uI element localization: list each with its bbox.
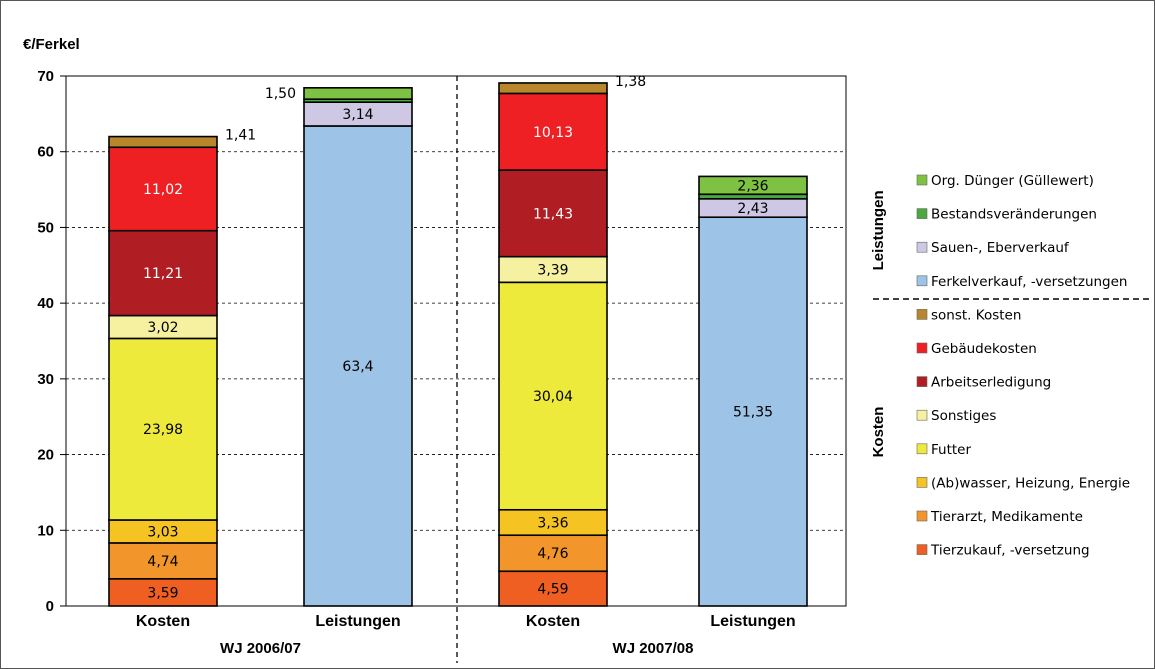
bar-segment xyxy=(303,125,413,607)
data-label: 1,50 xyxy=(265,86,296,102)
bar-segment xyxy=(498,169,608,258)
bar-segment xyxy=(108,337,218,521)
data-label: 30,04 xyxy=(533,389,573,405)
data-label: 4,59 xyxy=(537,582,568,598)
y-tick-label: 10 xyxy=(37,522,54,539)
x-category-label: Kosten xyxy=(136,613,190,630)
bar-segment xyxy=(108,542,218,580)
data-label: 2,36 xyxy=(737,178,768,194)
legend-swatch xyxy=(916,510,928,522)
bar-segment xyxy=(108,229,218,317)
legend-swatch xyxy=(916,443,928,455)
data-label: 3,03 xyxy=(147,524,178,540)
legend-item: Tierzukauf, -versetzung xyxy=(930,543,1090,559)
data-label: 2,43 xyxy=(737,201,768,217)
legend-swatch xyxy=(916,174,928,186)
bar-segment xyxy=(108,135,218,149)
bar-segment xyxy=(303,87,413,100)
bar-segment xyxy=(698,216,808,607)
bar-segment xyxy=(498,570,608,607)
bar-segment xyxy=(108,146,218,232)
y-tick-label: 20 xyxy=(37,447,54,464)
legend-item: Bestandsveränderungen xyxy=(931,207,1097,223)
legend-swatch xyxy=(916,208,928,219)
data-label: 11,02 xyxy=(143,182,183,198)
legend-item: sonst. Kosten xyxy=(931,307,1021,323)
x-category-label: Kosten xyxy=(526,613,580,630)
legend-swatch xyxy=(916,477,928,488)
data-label: 4,74 xyxy=(147,554,178,570)
y-tick-label: 0 xyxy=(46,598,54,615)
legend-item: Arbeitserledigung xyxy=(931,375,1051,391)
y-tick-label: 60 xyxy=(37,144,54,161)
data-label: 11,43 xyxy=(533,206,573,222)
legend-swatch xyxy=(916,275,928,287)
y-axis-title: €/Ferkel xyxy=(23,36,80,53)
legend-item: Sauen-, Eberverkauf xyxy=(931,240,1070,256)
legend-swatch xyxy=(916,309,928,320)
data-label: 3,59 xyxy=(147,585,178,601)
legend-item: Org. Dünger (Güllewert) xyxy=(931,173,1094,189)
y-tick-label: 70 xyxy=(37,68,54,85)
bar-segment xyxy=(498,508,608,537)
data-label: 51,35 xyxy=(733,405,773,421)
y-tick-label: 30 xyxy=(37,371,54,388)
legend-section-title: Leistungen xyxy=(870,190,887,270)
bar-segment xyxy=(498,82,608,95)
legend-swatch xyxy=(916,342,928,354)
bar-segment xyxy=(698,175,808,196)
data-label: 23,98 xyxy=(143,422,183,438)
bar-segment xyxy=(498,255,608,284)
y-tick-label: 40 xyxy=(37,295,54,312)
x-group-label: WJ 2007/08 xyxy=(613,640,694,657)
x-category-label: Leistungen xyxy=(315,613,400,630)
bar-segment xyxy=(498,534,608,573)
data-label: 3,39 xyxy=(537,262,568,278)
x-category-label: Leistungen xyxy=(710,613,795,630)
data-label: 3,02 xyxy=(147,320,178,336)
data-label: 3,14 xyxy=(342,107,373,123)
legend-item: Ferkelverkauf, -versetzungen xyxy=(931,274,1127,290)
bar-segment xyxy=(498,92,608,171)
data-label: 3,36 xyxy=(537,515,568,531)
legend-item: Tierarzt, Medikamente xyxy=(930,509,1083,525)
y-tick-label: 50 xyxy=(37,219,54,236)
legend-section-title: Kosten xyxy=(870,407,887,458)
legend-swatch xyxy=(916,376,928,387)
legend-item: Gebäudekosten xyxy=(931,341,1037,357)
data-label: 1,38 xyxy=(615,74,646,90)
plot-area-border xyxy=(65,75,847,607)
legend-item: Futter xyxy=(931,442,971,458)
data-label: 63,4 xyxy=(342,359,373,375)
legend-swatch xyxy=(916,544,928,555)
data-label: 1,41 xyxy=(225,128,256,144)
bar-segment xyxy=(498,281,608,511)
data-label: 10,13 xyxy=(533,125,573,141)
x-group-label: WJ 2006/07 xyxy=(220,640,301,657)
legend-item: (Ab)wasser, Heizung, Energie xyxy=(931,475,1130,491)
legend-swatch xyxy=(916,409,928,421)
data-label: 4,76 xyxy=(537,546,568,562)
legend-item: Sonstiges xyxy=(931,408,996,424)
legend-swatch xyxy=(916,241,928,253)
data-label: 11,21 xyxy=(143,266,183,282)
